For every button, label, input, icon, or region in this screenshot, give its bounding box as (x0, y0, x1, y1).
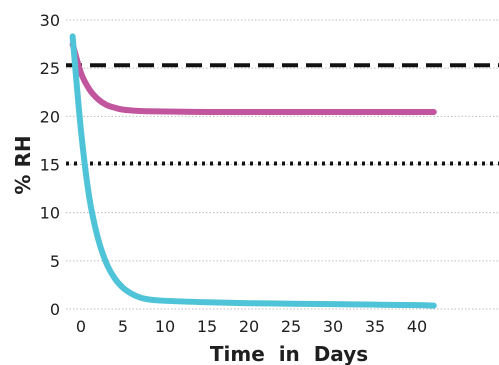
x-tick-label: 0 (76, 317, 86, 336)
y-axis-title: % RH (11, 135, 35, 194)
series-lines (69, 33, 437, 309)
y-tick-label: 5 (50, 252, 60, 271)
y-tick-label: 25 (40, 59, 60, 78)
y-tick-label: 20 (40, 107, 60, 126)
y-tick-label: 0 (50, 300, 60, 319)
x-tick-label: 30 (323, 317, 343, 336)
y-tick-label: 30 (40, 11, 60, 30)
series-line-1 (69, 41, 437, 116)
x-tick-label: 40 (407, 317, 427, 336)
y-tick-label: 15 (40, 156, 60, 175)
y-tick-labels: 0 5 10 15 20 25 30 (40, 11, 60, 319)
x-tick-label: 25 (281, 317, 301, 336)
reference-lines (66, 63, 499, 166)
x-tick-label: 20 (239, 317, 259, 336)
x-tick-label: 15 (197, 317, 217, 336)
x-tick-label: 35 (365, 317, 385, 336)
x-tick-label: 10 (155, 317, 175, 336)
series-line-2 (69, 33, 437, 309)
x-tick-labels: 0 5 10 15 20 25 30 35 40 (76, 317, 427, 336)
x-tick-label: 5 (118, 317, 128, 336)
x-axis-title: Time in Days (210, 342, 368, 365)
y-tick-label: 10 (40, 204, 60, 223)
